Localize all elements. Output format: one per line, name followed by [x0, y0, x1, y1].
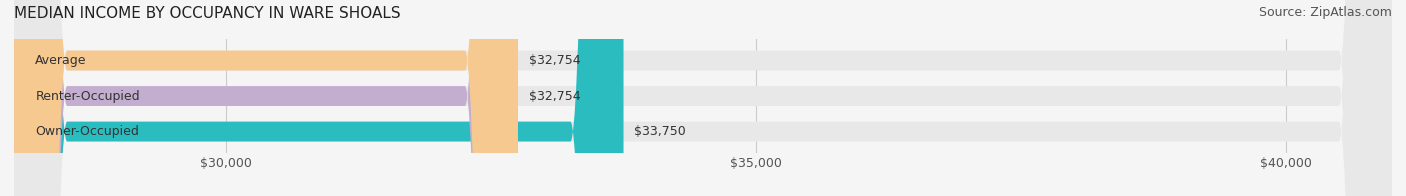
Text: Source: ZipAtlas.com: Source: ZipAtlas.com	[1258, 6, 1392, 19]
Text: $32,754: $32,754	[529, 54, 581, 67]
FancyBboxPatch shape	[14, 0, 517, 196]
Text: Renter-Occupied: Renter-Occupied	[35, 90, 139, 103]
FancyBboxPatch shape	[14, 0, 517, 196]
Text: $32,754: $32,754	[529, 90, 581, 103]
Text: $33,750: $33,750	[634, 125, 686, 138]
FancyBboxPatch shape	[14, 0, 1392, 196]
FancyBboxPatch shape	[14, 0, 1392, 196]
FancyBboxPatch shape	[14, 0, 1392, 196]
Text: Average: Average	[35, 54, 87, 67]
Text: Owner-Occupied: Owner-Occupied	[35, 125, 139, 138]
Text: MEDIAN INCOME BY OCCUPANCY IN WARE SHOALS: MEDIAN INCOME BY OCCUPANCY IN WARE SHOAL…	[14, 6, 401, 21]
FancyBboxPatch shape	[14, 0, 623, 196]
